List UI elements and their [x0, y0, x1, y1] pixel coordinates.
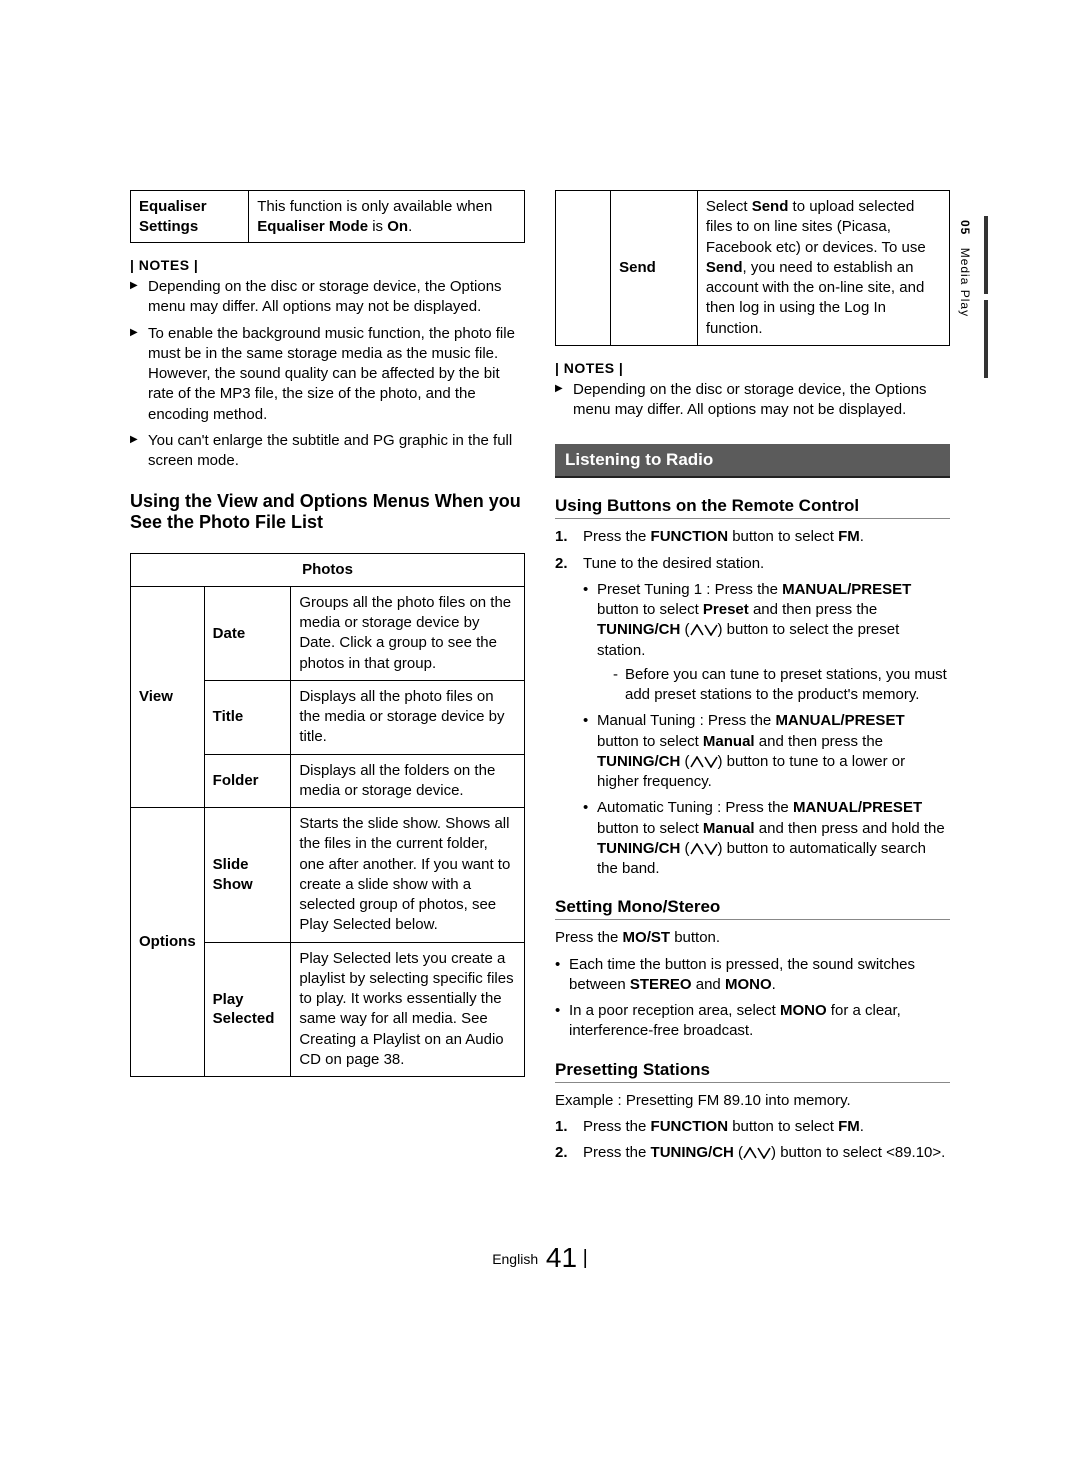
eq-label: Equaliser Settings [131, 191, 249, 243]
notes-list: Depending on the disc or storage device,… [555, 380, 950, 421]
page: 05 Media Play Equaliser Settings This fu… [0, 0, 1080, 1479]
photos-table: Photos View Date Groups all the photo fi… [130, 553, 525, 1077]
notes-list: Depending on the disc or storage device,… [130, 277, 525, 471]
up-down-icon [690, 621, 718, 638]
subheading: Using Buttons on the Remote Control [555, 496, 950, 519]
row-label: Slide Show [204, 808, 291, 943]
steps-list: 1.Press the FUNCTION button to select FM… [555, 527, 950, 879]
up-down-icon [743, 1144, 771, 1161]
step-item: 2.Tune to the desired station. Preset Tu… [555, 554, 950, 880]
row-label: Date [204, 586, 291, 680]
photo-subheading: Using the View and Options Menus When yo… [130, 491, 525, 533]
section-bar: Listening to Radio [555, 444, 950, 478]
row-label: Play Selected [204, 942, 291, 1077]
chapter-label: Media Play [958, 248, 972, 317]
bullet-item: Manual Tuning : Press the MANUAL/PRESET … [583, 711, 950, 792]
preset-example: Example : Presetting FM 89.10 into memor… [555, 1091, 950, 1111]
row-desc: Displays all the folders on the media or… [291, 754, 525, 808]
footer-lang: English [492, 1251, 538, 1267]
steps-list: 1.Press the FUNCTION button to select FM… [555, 1117, 950, 1164]
row-label: Folder [204, 754, 291, 808]
step-item: 2.Press the TUNING/CH () button to selec… [555, 1143, 950, 1163]
notes-heading: | NOTES | [555, 360, 950, 376]
dash-item: Before you can tune to preset stations, … [613, 665, 950, 706]
eq-desc: This function is only available when Equ… [249, 191, 525, 243]
bullet-item: Automatic Tuning : Press the MANUAL/PRES… [583, 798, 950, 879]
up-down-icon [690, 753, 718, 770]
bullet-item: Preset Tuning 1 : Press the MANUAL/PRESE… [583, 580, 950, 706]
send-label: Send [611, 191, 698, 346]
mono-line: Press the MO/ST button. [555, 928, 950, 948]
row-desc: Starts the slide show. Shows all the fil… [291, 808, 525, 943]
group-options: Options [131, 808, 205, 1077]
row-label: Title [204, 680, 291, 754]
row-desc: Displays all the photo files on the medi… [291, 680, 525, 754]
send-desc: Select Send to upload selected files to … [697, 191, 949, 346]
note-item: Depending on the disc or storage device,… [130, 277, 525, 318]
row-desc: Play Selected lets you create a playlist… [291, 942, 525, 1077]
page-footer: English 41 | [0, 1242, 1080, 1274]
equaliser-table: Equaliser Settings This function is only… [130, 190, 525, 243]
left-column: Equaliser Settings This function is only… [130, 190, 525, 1169]
up-down-icon [690, 840, 718, 857]
step-item: 1.Press the FUNCTION button to select FM… [555, 1117, 950, 1137]
subheading: Presetting Stations [555, 1060, 950, 1083]
photos-header: Photos [131, 554, 525, 587]
side-index-marks [980, 216, 988, 384]
group-view: View [131, 586, 205, 807]
page-number: 41 [546, 1242, 577, 1273]
bullet-item: Each time the button is pressed, the sou… [555, 955, 950, 996]
note-item: You can't enlarge the subtitle and PG gr… [130, 431, 525, 472]
send-table: Send Select Send to upload selected file… [555, 190, 950, 346]
right-column: Send Select Send to upload selected file… [555, 190, 950, 1169]
row-desc: Groups all the photo files on the media … [291, 586, 525, 680]
notes-heading: | NOTES | [130, 257, 525, 273]
note-item: Depending on the disc or storage device,… [555, 380, 950, 421]
side-tab: 05 Media Play [958, 220, 972, 317]
subheading: Setting Mono/Stereo [555, 897, 950, 920]
bullet-item: In a poor reception area, select MONO fo… [555, 1001, 950, 1042]
send-spacer [556, 191, 611, 346]
note-item: To enable the background music function,… [130, 324, 525, 425]
step-item: 1.Press the FUNCTION button to select FM… [555, 527, 950, 547]
chapter-number: 05 [958, 220, 972, 243]
